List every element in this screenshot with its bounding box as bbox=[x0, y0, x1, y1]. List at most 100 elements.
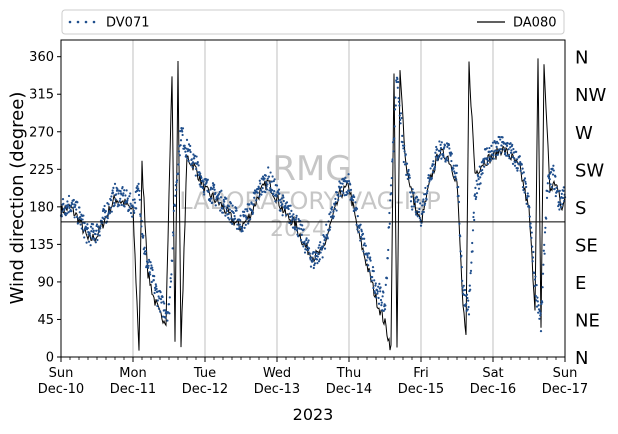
dv071-point bbox=[68, 205, 71, 209]
dv071-point bbox=[388, 222, 391, 225]
dv071-point bbox=[529, 226, 533, 229]
legend-dot bbox=[92, 20, 96, 24]
watermark-line-1: RMG bbox=[272, 149, 351, 189]
x-tick-day: Mon bbox=[119, 366, 146, 381]
dv071-point bbox=[63, 207, 66, 210]
dv071-point bbox=[153, 275, 156, 278]
dv071-point bbox=[161, 295, 164, 299]
dv071-point bbox=[377, 285, 380, 288]
dv071-point bbox=[113, 182, 117, 185]
dv071-point bbox=[201, 187, 205, 190]
dv071-point bbox=[108, 212, 111, 215]
dv071-point bbox=[534, 294, 537, 298]
dv071-point bbox=[429, 167, 432, 170]
dv071-point bbox=[443, 144, 447, 147]
dv071-point bbox=[325, 233, 329, 236]
dv071-point bbox=[543, 252, 546, 255]
dv071-point bbox=[265, 181, 268, 184]
dv071-point bbox=[391, 160, 394, 163]
dv071-point bbox=[141, 232, 144, 236]
dv071-point bbox=[431, 171, 435, 174]
dv071-point bbox=[394, 104, 397, 107]
dv071-point bbox=[339, 194, 343, 197]
dv071-point bbox=[398, 114, 401, 117]
dv071-point bbox=[267, 175, 271, 178]
compass-labels: N NW W SW S SE E NE N bbox=[575, 48, 606, 369]
dv071-point bbox=[535, 299, 538, 302]
dv071-point bbox=[485, 147, 489, 150]
dv071-point bbox=[212, 186, 215, 189]
dv071-point bbox=[219, 196, 223, 199]
dv071-point bbox=[495, 145, 498, 148]
dv071-point bbox=[408, 176, 411, 179]
dv071-point bbox=[307, 247, 311, 250]
x-tick-date: Dec-16 bbox=[470, 382, 516, 397]
dv071-point bbox=[558, 208, 561, 211]
dv071-point bbox=[110, 210, 113, 213]
dv071-point bbox=[549, 171, 553, 174]
dv071-point bbox=[300, 233, 303, 236]
dv071-point bbox=[233, 217, 237, 220]
dv071-point bbox=[172, 234, 175, 237]
dv071-point bbox=[122, 192, 125, 195]
dv071-point bbox=[366, 256, 369, 259]
dv071-point bbox=[413, 198, 416, 202]
dv071-point bbox=[542, 249, 545, 252]
dv071-point bbox=[347, 173, 350, 176]
dv071-point bbox=[245, 217, 248, 220]
dv071-point bbox=[413, 205, 416, 208]
dv071-point bbox=[555, 186, 558, 189]
dv071-point bbox=[465, 302, 468, 306]
dv071-point bbox=[381, 295, 384, 298]
dv071-point bbox=[435, 145, 438, 149]
dv071-point bbox=[561, 203, 564, 206]
dv071-point bbox=[420, 212, 423, 215]
dv071-point bbox=[218, 201, 221, 204]
dv071-point bbox=[222, 198, 225, 201]
dv071-point bbox=[209, 199, 212, 203]
dv071-point bbox=[407, 168, 410, 172]
dv071-point bbox=[223, 200, 226, 203]
dv071-point bbox=[459, 235, 462, 238]
dv071-point bbox=[318, 244, 321, 247]
dv071-point bbox=[385, 277, 389, 280]
dv071-point bbox=[297, 235, 300, 238]
dv071-point bbox=[468, 284, 471, 287]
dv071-point bbox=[457, 200, 461, 204]
dv071-point bbox=[154, 283, 157, 286]
dv071-point bbox=[432, 160, 435, 163]
y-axis-ticks: 0 45 90 135 180 225 270 315 360 bbox=[29, 50, 61, 366]
dv071-point bbox=[531, 260, 534, 263]
x-tick-date: Dec-13 bbox=[254, 382, 300, 397]
dv071-point bbox=[399, 122, 402, 125]
dv071-point bbox=[478, 165, 481, 168]
dv071-point bbox=[533, 271, 536, 275]
dv071-point bbox=[129, 192, 132, 195]
dv071-point bbox=[379, 290, 382, 293]
dv071-point bbox=[496, 153, 499, 156]
dv071-point bbox=[241, 226, 244, 229]
dv071-point bbox=[73, 216, 76, 219]
dv071-point bbox=[156, 304, 159, 308]
dv071-point bbox=[227, 212, 230, 216]
dv071-point bbox=[425, 198, 428, 201]
dv071-point bbox=[400, 116, 403, 120]
dv071-point bbox=[418, 216, 421, 220]
dv071-point bbox=[141, 236, 145, 239]
dv071-point bbox=[181, 133, 184, 137]
dv071-point bbox=[460, 266, 463, 269]
dv071-point bbox=[561, 196, 565, 200]
dv071-point bbox=[172, 209, 175, 212]
dv071-point bbox=[455, 178, 458, 181]
dv071-point bbox=[397, 80, 400, 84]
dv071-point bbox=[79, 215, 82, 219]
dv071-point bbox=[322, 242, 325, 245]
dv071-point bbox=[261, 190, 264, 193]
dv071-point bbox=[450, 159, 453, 163]
dv071-point bbox=[209, 186, 213, 189]
dv071-point bbox=[125, 201, 129, 204]
dv071-point bbox=[112, 186, 115, 189]
dv071-point bbox=[183, 146, 187, 149]
y-tick-label: 0 bbox=[46, 351, 54, 366]
dv071-point bbox=[144, 250, 147, 253]
